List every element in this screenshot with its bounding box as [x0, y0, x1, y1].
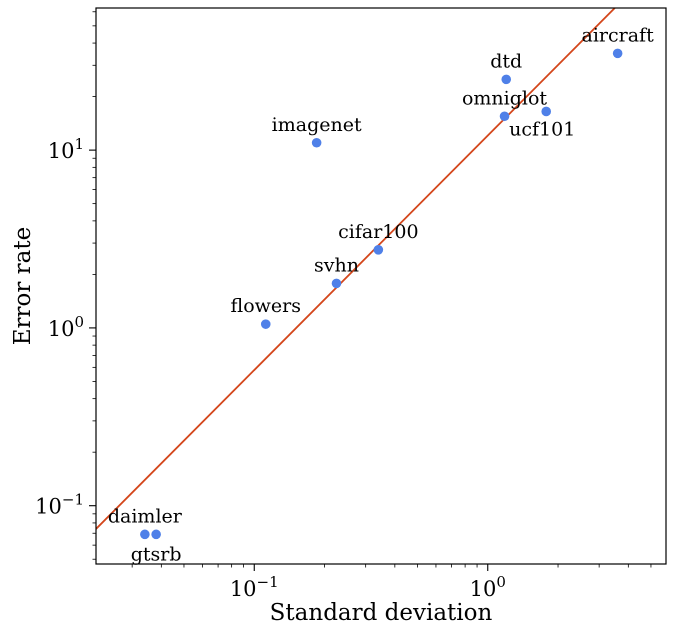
data-point-omniglot: [499, 111, 510, 122]
y-tick-label: 100: [48, 313, 84, 341]
data-point-ucf101: [541, 106, 552, 117]
point-label-gtsrb: gtsrb: [131, 543, 182, 565]
data-point-aircraft: [612, 48, 623, 59]
point-label-daimler: daimler: [108, 505, 183, 527]
point-label-omniglot: omniglot: [462, 87, 547, 109]
plot-frame: [95, 7, 667, 565]
data-point-dtd: [501, 74, 512, 85]
point-label-flowers: flowers: [231, 295, 301, 317]
y-tick-label: 10−1: [35, 491, 84, 519]
x-tick-label: 10−1: [230, 573, 279, 601]
data-point-svhn: [331, 278, 342, 289]
x-tick-label: 100: [470, 573, 506, 601]
point-label-svhn: svhn: [314, 254, 359, 276]
data-point-cifar100: [373, 244, 384, 255]
point-label-ucf101: ucf101: [509, 118, 575, 140]
data-point-daimler: [140, 529, 150, 540]
data-point-gtsrb: [151, 529, 161, 540]
x-axis-label: Standard deviation: [270, 600, 493, 626]
data-point-imagenet: [311, 137, 322, 148]
data-point-flowers: [260, 319, 271, 329]
point-label-aircraft: aircraft: [582, 24, 655, 46]
point-label-imagenet: imagenet: [272, 114, 362, 136]
y-tick-label: 101: [48, 135, 84, 163]
y-axis-label: Error rate: [10, 227, 36, 346]
fit-line: [96, 8, 616, 530]
point-label-cifar100: cifar100: [338, 221, 418, 243]
point-label-dtd: dtd: [490, 50, 522, 72]
